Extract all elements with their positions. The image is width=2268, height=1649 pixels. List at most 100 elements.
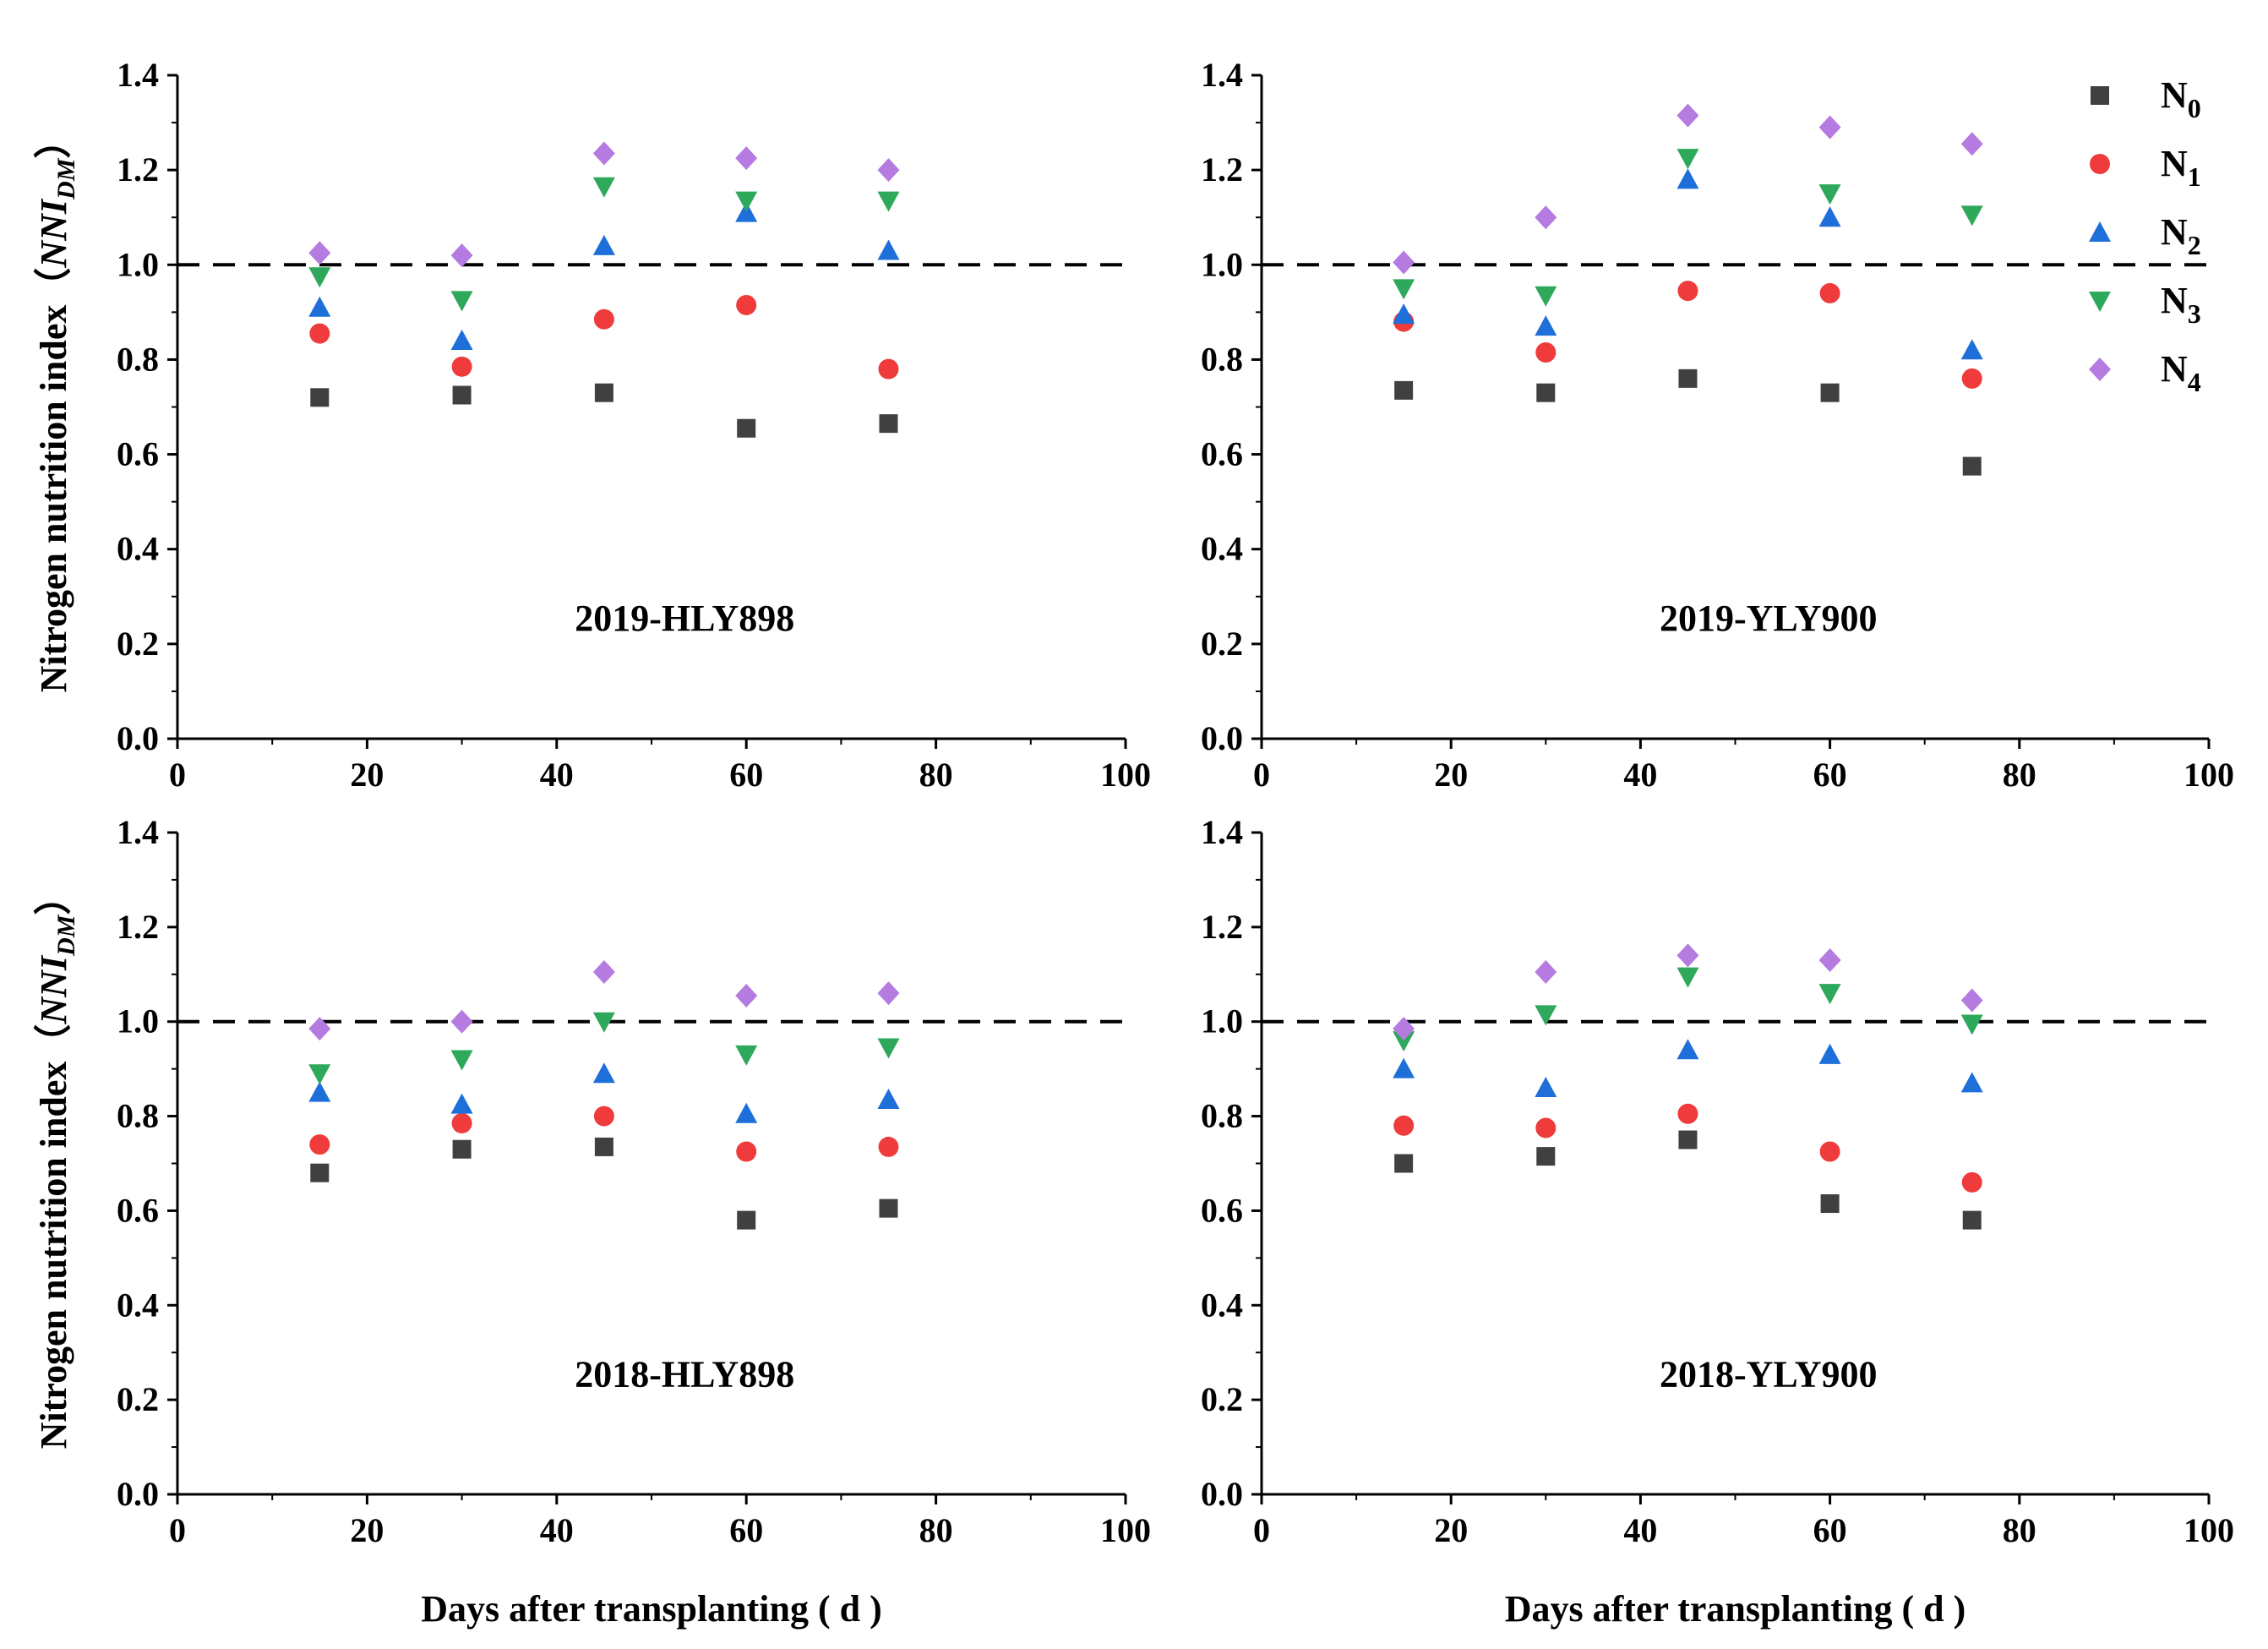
y-axis-title-main: Nitrogen nutrition index <box>33 305 74 693</box>
data-point-n2 <box>1393 1057 1415 1078</box>
x-tick-label: 0 <box>169 756 186 794</box>
data-point-n3 <box>450 291 473 312</box>
data-point-n1 <box>736 1141 757 1162</box>
data-point-n0 <box>879 414 898 434</box>
data-point-n4 <box>1676 103 1699 128</box>
y-tick-label: 0.4 <box>117 1286 159 1324</box>
data-point-n3 <box>1535 286 1557 307</box>
data-point-n0 <box>737 418 756 438</box>
data-point-n1 <box>1677 281 1698 302</box>
data-point-n3 <box>877 191 900 212</box>
legend-label-base: N <box>2161 143 2188 184</box>
data-point-n2 <box>877 239 900 260</box>
data-point-n4 <box>1535 959 1557 984</box>
y-tick-label: 1.4 <box>1201 56 1243 94</box>
x-tick-label: 100 <box>2183 756 2234 794</box>
x-tick-label: 40 <box>540 1511 574 1549</box>
data-point-n4 <box>308 1017 331 1041</box>
x-tick-label: 100 <box>1100 1511 1151 1549</box>
data-point-n2 <box>592 234 615 255</box>
data-point-n2 <box>1393 303 1415 325</box>
x-tick-label: 0 <box>1253 756 1270 794</box>
legend-label-sub: 3 <box>2188 298 2201 329</box>
x-tick-label: 20 <box>1434 1511 1468 1549</box>
x-tick-label: 60 <box>729 1511 763 1549</box>
y-tick-label: 0.0 <box>117 1475 159 1513</box>
data-point-n4 <box>1676 943 1699 968</box>
data-point-n1 <box>309 1134 330 1155</box>
x-tick-label: 60 <box>1813 1511 1847 1549</box>
x-tick-label: 100 <box>2183 1511 2234 1549</box>
panel-0: 0.0 0.2 0.4 0.6 0.8 1.0 1.2 1.4 0 20 40 60 80 100 2019… <box>33 56 1151 794</box>
legend-label-base: N <box>2161 74 2188 116</box>
data-point-n1 <box>1819 282 1840 303</box>
data-point-n3 <box>877 1038 900 1059</box>
x-tick-label: 40 <box>1623 756 1657 794</box>
legend-item-n4: N4 <box>2089 348 2201 397</box>
circle-icon <box>2090 154 2110 174</box>
y-tick-label: 0.0 <box>1201 719 1243 757</box>
data-point-n3 <box>1535 1005 1557 1026</box>
legend-item-n0: N0 <box>2091 74 2201 123</box>
y-axis-title-nni: NNI <box>33 198 74 269</box>
data-point-n4 <box>1393 1017 1415 1041</box>
data-point-n2 <box>450 330 473 350</box>
x-tick-label: 40 <box>540 756 574 794</box>
data-point-n3 <box>1676 967 1699 988</box>
y-axis-title-nni: NNI <box>33 954 74 1025</box>
y-tick-label: 0.8 <box>117 340 159 378</box>
data-point-n3 <box>1393 1031 1415 1052</box>
x-tick-label: 60 <box>729 756 763 794</box>
data-point-n2 <box>308 296 331 317</box>
data-point-n0 <box>594 1137 613 1156</box>
y-tick-label: 1.0 <box>117 1002 159 1040</box>
x-tick-label: 80 <box>2003 1511 2036 1549</box>
panel-title: 2019-HLY898 <box>575 598 794 639</box>
data-point-n3 <box>592 1012 615 1033</box>
data-point-n1 <box>1961 368 1982 389</box>
y-tick-label: 0.6 <box>117 435 159 473</box>
triangle-down-icon <box>2089 292 2111 312</box>
data-point-n1 <box>593 1106 614 1127</box>
data-point-n3 <box>1676 149 1699 170</box>
legend-label-sub: 2 <box>2188 230 2201 260</box>
x-tick-label: 80 <box>919 756 953 794</box>
x-tick-label: 0 <box>1253 1511 1270 1549</box>
data-point-n4 <box>1818 115 1841 139</box>
y-axis-title-open: （ <box>33 1024 74 1062</box>
legend-label-base: N <box>2161 211 2188 253</box>
data-point-n0 <box>737 1210 756 1230</box>
y-tick-label: 0.2 <box>117 625 159 663</box>
data-point-n3 <box>735 191 758 212</box>
data-point-n0 <box>1536 1147 1556 1166</box>
data-point-n1 <box>1535 1117 1557 1138</box>
x-tick-label: 80 <box>919 1511 953 1549</box>
legend-label-sub: 4 <box>2188 367 2201 397</box>
data-point-n2 <box>592 1062 615 1084</box>
data-point-n2 <box>1960 339 1983 360</box>
data-point-n0 <box>879 1199 898 1218</box>
data-point-n4 <box>1393 250 1415 275</box>
y-tick-label: 1.4 <box>1201 813 1243 851</box>
data-point-n2 <box>308 1081 331 1102</box>
data-point-n4 <box>1818 948 1841 973</box>
y-axis-title-sub: DM <box>52 914 80 957</box>
data-point-n4 <box>877 158 900 183</box>
x-tick-label: 20 <box>1434 756 1468 794</box>
data-point-n0 <box>1394 380 1414 400</box>
x-tick-label: 80 <box>2003 756 2036 794</box>
data-point-n2 <box>1676 168 1699 189</box>
data-point-n0 <box>1962 1210 1982 1230</box>
x-axis-title: Days after transplanting ( d ) <box>421 1588 882 1630</box>
legend-label: N4 <box>2161 348 2201 397</box>
y-tick-label: 0.2 <box>117 1380 159 1418</box>
legend-label-sub: 0 <box>2188 93 2201 123</box>
data-point-n1 <box>309 323 330 344</box>
y-tick-label: 0.0 <box>1201 1475 1243 1513</box>
legend-label: N2 <box>2161 211 2201 260</box>
y-tick-label: 0.0 <box>117 719 159 757</box>
data-point-n4 <box>735 983 758 1007</box>
data-point-n3 <box>1960 205 1983 227</box>
